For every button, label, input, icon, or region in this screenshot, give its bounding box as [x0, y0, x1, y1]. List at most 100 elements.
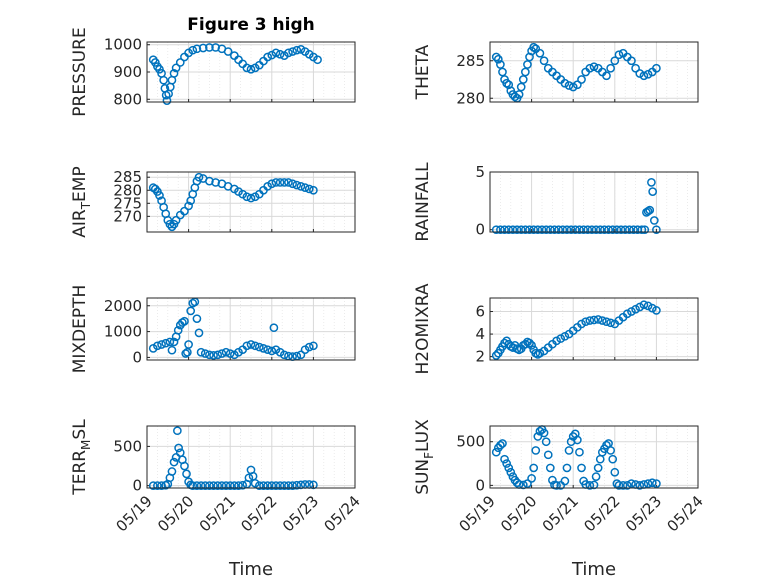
data-point: [583, 225, 593, 235]
data-point: [309, 185, 318, 195]
data-point: [313, 55, 322, 65]
data-point: [593, 463, 603, 473]
data-point: [192, 44, 202, 54]
data-point: [608, 454, 618, 464]
data-point: [205, 481, 214, 490]
data-point: [560, 476, 570, 486]
y-tick-label: 2000: [104, 297, 142, 315]
data-point: [564, 446, 574, 455]
data-point: [150, 58, 160, 67]
data-point: [527, 474, 536, 483]
data-point: [512, 225, 522, 235]
data-point: [525, 225, 534, 235]
data-point: [645, 205, 655, 215]
data-point: [157, 340, 166, 349]
data-point: [192, 481, 202, 490]
data-point: [504, 225, 514, 235]
data-point: [585, 316, 595, 325]
data-point: [304, 342, 314, 352]
data-point: [614, 481, 624, 490]
axes-box: [489, 425, 699, 489]
data-point: [531, 446, 541, 455]
x-axis-label-right: Time: [571, 559, 616, 580]
data-point: [159, 75, 168, 85]
y-tick-label: 2: [475, 348, 485, 366]
data-point: [556, 334, 566, 343]
data-point: [502, 78, 511, 88]
data-point: [622, 309, 632, 319]
data-point: [500, 454, 509, 464]
data-point: [288, 47, 297, 56]
data-point: [167, 467, 177, 476]
data-point: [508, 225, 518, 235]
data-point: [246, 193, 256, 203]
y-tick-label: 270: [113, 207, 142, 225]
data-point: [618, 481, 628, 490]
data-point: [585, 481, 595, 490]
y-tick-label: 0: [132, 348, 142, 366]
y-axis-label: PRESSURE: [70, 27, 90, 116]
data-point: [504, 463, 514, 473]
data-point: [604, 225, 613, 235]
y-tick-label: 0: [132, 477, 142, 495]
data-point: [225, 481, 235, 490]
data-point: [263, 52, 272, 62]
data-point: [288, 179, 297, 189]
data-point: [652, 479, 661, 488]
data-point: [622, 481, 632, 490]
data-point: [196, 481, 206, 490]
data-point: [242, 63, 252, 73]
data-point: [171, 63, 181, 73]
data-point: [155, 191, 164, 200]
data-point: [643, 479, 653, 488]
data-point: [493, 54, 503, 64]
y-tick-label: 500: [113, 437, 142, 455]
data-point: [174, 443, 183, 453]
data-point: [200, 349, 210, 358]
data-point: [196, 347, 206, 357]
data-point: [269, 323, 279, 333]
data-point: [275, 481, 285, 490]
subplot-1: 800 900 1000 PRESSURE: [70, 27, 356, 117]
data-point: [267, 179, 277, 189]
data-point: [647, 478, 657, 488]
data-point: [246, 340, 256, 349]
data-point: [577, 75, 586, 84]
data-point: [629, 225, 638, 235]
data-point: [250, 341, 260, 351]
data-point: [566, 225, 576, 235]
data-point: [562, 225, 572, 235]
data-point: [211, 178, 220, 187]
data-point: [616, 225, 626, 235]
data-point: [284, 178, 293, 187]
axes-box: [489, 171, 699, 233]
data-point: [173, 426, 182, 436]
data-point: [213, 481, 223, 490]
data-point: [182, 469, 191, 479]
data-point: [186, 306, 196, 316]
data-point: [296, 181, 306, 191]
data-point: [529, 463, 539, 473]
data-point: [184, 201, 193, 211]
data-point: [506, 467, 516, 477]
data-point: [267, 50, 277, 60]
y-tick-label: 1000: [104, 323, 142, 341]
data-point: [213, 350, 223, 360]
x-tick-label: 05/21: [196, 492, 239, 535]
data-point: [279, 481, 289, 490]
data-point: [647, 303, 657, 313]
data-point: [606, 63, 615, 73]
subplot-2: 280 285 THETA: [413, 41, 699, 107]
x-tick-label: 05/19: [456, 492, 499, 535]
data-point: [209, 481, 218, 490]
subplot-4: 0 5 RAINFALL: [413, 162, 699, 242]
data-point: [279, 350, 289, 360]
x-tick-label: 05/20: [154, 492, 197, 535]
data-point: [500, 225, 509, 235]
data-point: [537, 225, 547, 235]
data-point: [539, 56, 549, 66]
data-point: [217, 349, 227, 358]
data-point: [153, 341, 162, 351]
data-point: [491, 225, 501, 235]
